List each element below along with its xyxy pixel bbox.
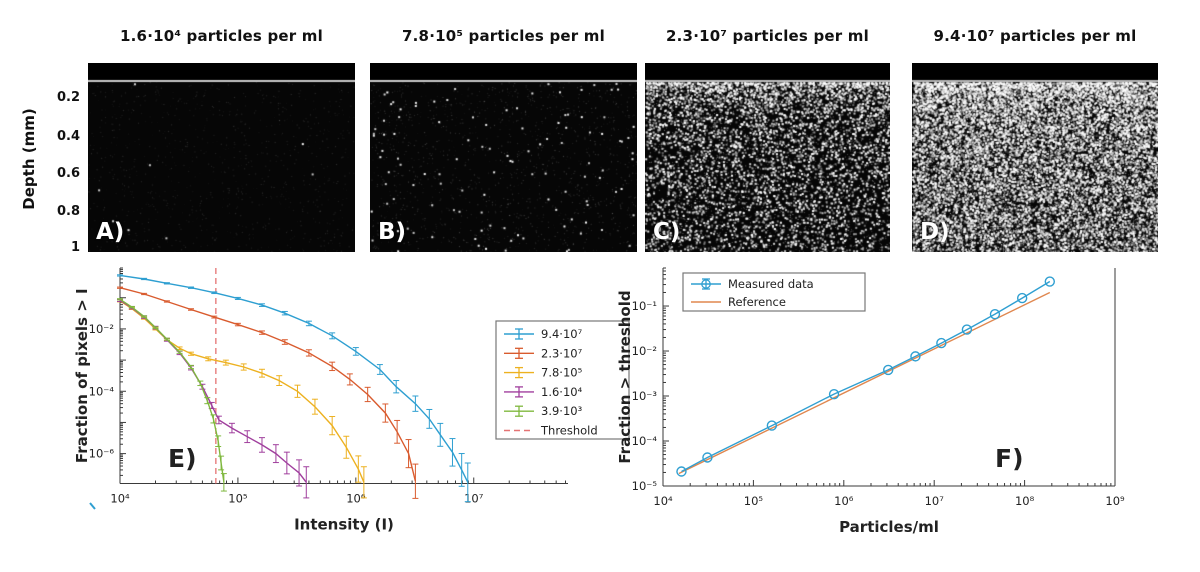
x-tick-label: 10⁵ [228, 492, 248, 506]
panel-letter-E: E) [168, 444, 197, 473]
x-tick-label: 10⁸ [1015, 494, 1035, 508]
x-tick-label: 10⁶ [346, 492, 366, 506]
depth-tick-0.8: 0.8 [56, 204, 80, 219]
legend-label: Measured data [728, 277, 814, 291]
series-3 [117, 298, 310, 499]
depth-tick-0.2: 0.2 [56, 90, 80, 105]
legend-label: 2.3·10⁷ [541, 346, 583, 360]
legend-label: 9.4·10⁷ [541, 327, 583, 341]
series-1 [676, 276, 1055, 477]
x-axis-label: Particles/ml [839, 518, 939, 536]
legend-label: Reference [728, 295, 786, 309]
microscopy-image-d [912, 63, 1158, 252]
axes [119, 267, 568, 484]
legend-label: Threshold [540, 424, 598, 438]
panel-b-title: 7.8·10⁵ particles per ml [402, 27, 605, 45]
x-tick-label: 10⁶ [834, 494, 854, 508]
panel-d-letter: D) [920, 219, 950, 245]
x-tick-label: 10⁵ [744, 494, 764, 508]
log-log-charts: 10⁴ 10⁵ 10⁶ 10⁷ 10⁻² 10⁻⁴ 10⁻⁶ Intensity (I) Fra… [73, 267, 1125, 536]
chart-F: 10⁴ 10⁵ 10⁶ 10⁷ 10⁸ 10⁹ 10⁻¹ 10⁻² 10⁻³ 10⁻⁴ 10⁻⁵ Pa… [616, 267, 1125, 536]
x-tick-label: 10⁷ [464, 492, 484, 506]
depth-tick-0.6: 0.6 [56, 166, 80, 181]
y-tick-label: 10⁻² [89, 322, 114, 336]
panel-b-letter: B) [378, 219, 407, 245]
series-1 [117, 286, 419, 499]
y-tick-label: 10⁻⁶ [89, 447, 115, 461]
x-tick-label: 10⁴ [110, 492, 130, 506]
legend-E: 9.4·10⁷ 2.3·10⁷ 7.8·10⁵ 1.6·10⁴ 3.9·10³ Thres… [495, 320, 630, 440]
y-tick-label: 10⁻⁵ [632, 479, 658, 493]
y-axis-label: Fraction of pixels > I [73, 288, 91, 463]
depth-axis-label: Depth (mm) [20, 108, 38, 210]
x-tick-label: 10⁹ [1105, 494, 1125, 508]
panel-c-title: 2.3·10⁷ particles per ml [666, 27, 869, 45]
depth-tick-0.4: 0.4 [56, 129, 80, 144]
series-0 [117, 274, 471, 503]
axes [662, 267, 1116, 487]
legend-label: 1.6·10⁴ [541, 385, 583, 399]
legend-label: 3.9·10³ [541, 404, 583, 418]
panel-a-letter: A) [96, 219, 125, 245]
x-tick-label: 10⁷ [925, 494, 945, 508]
y-tick-label: 10⁻² [632, 344, 657, 358]
chart-E: 10⁴ 10⁵ 10⁶ 10⁷ 10⁻² 10⁻⁴ 10⁻⁶ Intensity (I) Fra… [73, 267, 630, 534]
panel-c-letter: C) [653, 219, 681, 245]
panel-letter-F: F) [995, 444, 1024, 473]
panel-d-title: 9.4·10⁷ particles per ml [933, 27, 1137, 45]
stray-mark [89, 502, 96, 510]
y-tick-label: 10⁻³ [632, 389, 658, 403]
y-tick-label: 10⁻⁴ [632, 434, 658, 448]
panel-a-title: 1.6·10⁴ particles per ml [120, 27, 323, 45]
series-0 [678, 291, 1051, 475]
y-tick-label: 10⁻⁴ [89, 384, 115, 398]
microscopy-image-c [645, 63, 890, 252]
series-2 [117, 299, 367, 499]
legend-F: Measured data Reference [682, 272, 866, 312]
microscopy-image-b [370, 63, 637, 252]
y-tick-label: 10⁻¹ [632, 299, 657, 313]
x-axis-label: Intensity (I) [294, 516, 394, 534]
series-4 [117, 298, 227, 492]
series-group [676, 276, 1055, 477]
series-group [117, 274, 471, 503]
depth-tick-1: 1 [70, 240, 80, 255]
legend-label: 7.8·10⁵ [541, 366, 583, 380]
x-tick-label: 10⁴ [653, 494, 673, 508]
y-axis-label: Fraction > threshold [616, 290, 634, 463]
microscopy-image-a [88, 63, 355, 252]
